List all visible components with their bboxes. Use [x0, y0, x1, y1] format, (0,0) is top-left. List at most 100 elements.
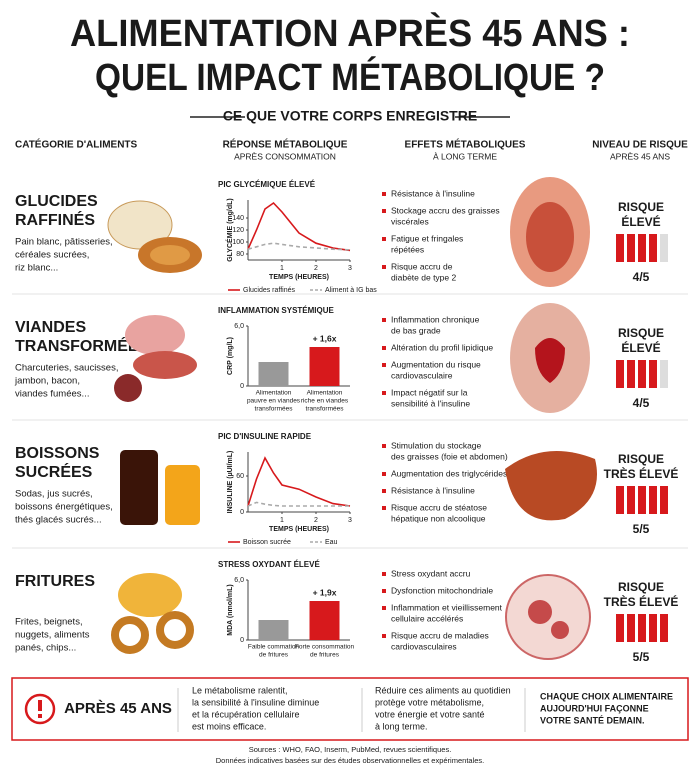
- x-tick-label: 3: [348, 265, 352, 272]
- effect-text: cardiovasculaire: [391, 370, 453, 380]
- y-tick-label: 140: [232, 215, 244, 222]
- category-desc: boissons énergétiques,: [15, 502, 113, 513]
- category-desc: céréales sucrées,: [15, 250, 89, 261]
- effect-text: Résistance à l'insuline: [391, 485, 475, 495]
- risk-label: TRÈS ÉLEVÉ: [604, 466, 679, 481]
- footer-text: à long terme.: [375, 721, 428, 731]
- source-line: Données indicatives basées sur des étude…: [216, 756, 485, 765]
- food-illustration: [125, 315, 185, 355]
- bullet: [382, 472, 386, 476]
- category-desc: panés, chips...: [15, 643, 76, 654]
- category-desc: viandes fumées...: [15, 389, 89, 400]
- effect-text: sensibilité à l'insuline: [391, 398, 470, 408]
- footer-heading: APRÈS 45 ANS: [64, 700, 172, 717]
- risk-bar: [627, 614, 635, 642]
- effect-text: Résistance à l'insuline: [391, 188, 475, 198]
- line: [247, 501, 350, 507]
- title: ALIMENTATION APRÈS 45 ANS :: [70, 11, 630, 55]
- risk-bar: [649, 234, 657, 262]
- x-tick-label: Alimentation: [256, 390, 292, 397]
- bullet: [382, 572, 386, 576]
- legend-label: Aliment à IG bas: [325, 287, 377, 294]
- bullet: [382, 363, 386, 367]
- y-tick-label: 0: [240, 509, 244, 516]
- risk-bar: [616, 234, 624, 262]
- risk-label: TRÈS ÉLEVÉ: [604, 594, 679, 609]
- risk-bar: [627, 360, 635, 388]
- y-tick-label: 60: [236, 473, 244, 480]
- y-tick-label: 120: [232, 227, 244, 234]
- risk-bar: [649, 360, 657, 388]
- x-axis-label: TEMPS (HEURES): [269, 274, 329, 281]
- effect-text: Augmentation du risque: [391, 359, 481, 369]
- annotation: + 1,6x: [313, 333, 337, 343]
- y-axis-label: MDA (nmol/mL): [227, 584, 234, 635]
- footer-text: Réduire ces aliments au quotidien: [375, 685, 511, 695]
- footer-text: AUJOURD'HUI FAÇONNE: [540, 703, 649, 713]
- effect-text: Stress oxydant accru: [391, 568, 471, 578]
- bullet: [382, 192, 386, 196]
- organ-illustration: [551, 621, 569, 639]
- food-illustration: [120, 450, 158, 525]
- food-illustration: [165, 465, 200, 525]
- bar: [309, 347, 340, 386]
- category-name: VIANDES: [15, 319, 86, 336]
- effect-text: cardiovasculaires: [391, 641, 457, 651]
- risk-score: 4/5: [633, 396, 650, 410]
- y-axis-label: CRP (mg/L): [227, 337, 234, 375]
- effect-text: diabète de type 2: [391, 272, 456, 282]
- category-name: TRANSFORMÉES: [15, 336, 150, 355]
- bullet: [382, 589, 386, 593]
- footer-text: protège votre métabolisme,: [375, 697, 484, 707]
- risk-label: RISQUE: [618, 200, 664, 214]
- legend-label: Glucides raffinés: [243, 287, 296, 294]
- effect-text: répétées: [391, 244, 424, 254]
- footer-box: [11, 677, 689, 741]
- category-desc: Frites, beignets,: [15, 617, 83, 628]
- food-illustration: [150, 245, 190, 265]
- footer-text: VOTRE SANTÉ DEMAIN.: [540, 715, 645, 725]
- effect-text: Dysfonction mitochondriale: [391, 585, 493, 595]
- bullet: [382, 489, 386, 493]
- category-desc: nuggets, aliments: [15, 630, 90, 641]
- risk-bar: [638, 234, 646, 262]
- y-tick-label: 80: [236, 251, 244, 258]
- risk-bar: [660, 234, 668, 262]
- effect-text: Risque accru de maladies: [391, 630, 489, 640]
- column-subtitle: À LONG TERME: [433, 151, 497, 161]
- risk-bar: [616, 360, 624, 388]
- category-desc: Sodas, jus sucrés,: [15, 489, 93, 500]
- y-axis-label: GLYCÉMIE (mg/dL): [225, 198, 234, 262]
- organ-illustration: [526, 202, 574, 272]
- food-illustration: [114, 374, 142, 402]
- category-name: GLUCIDES: [15, 193, 98, 210]
- risk-bar: [627, 234, 635, 262]
- risk-label: ÉLEVÉ: [621, 340, 660, 355]
- risk-bar: [660, 614, 668, 642]
- x-tick-label: 1: [280, 517, 284, 524]
- footer-text: et la récupération cellulaire: [192, 709, 300, 719]
- bullet: [382, 346, 386, 350]
- footer-text: la sensibilité à l'insuline diminue: [192, 697, 319, 707]
- category-name: FRITURES: [15, 573, 95, 590]
- risk-bar: [627, 486, 635, 514]
- chart-title: PIC GLYCÉMIQUE ÉLEVÉ: [218, 180, 316, 189]
- footer-text: est moins efficace.: [192, 721, 266, 731]
- alert-icon: [38, 700, 42, 711]
- source-line: Sources : WHO, FAO, Inserm, PubMed, revu…: [249, 745, 452, 754]
- bullet: [382, 209, 386, 213]
- y-axis-label: INSULINE (µUI/mL): [227, 451, 234, 514]
- column-subtitle: APRÈS CONSOMMATION: [234, 151, 336, 161]
- legend-label: Boisson sucrée: [243, 539, 291, 546]
- x-tick-label: Forte consommation: [295, 644, 355, 651]
- risk-bar: [660, 486, 668, 514]
- x-tick-label: transformées: [306, 406, 345, 413]
- bullet: [382, 318, 386, 322]
- effect-text: hépatique non alcoolique: [391, 513, 486, 523]
- bullet: [382, 506, 386, 510]
- x-tick-label: 1: [280, 265, 284, 272]
- x-tick-label: Alimentation: [307, 390, 343, 397]
- effect-text: Altération du profil lipidique: [391, 342, 493, 352]
- risk-bar: [649, 486, 657, 514]
